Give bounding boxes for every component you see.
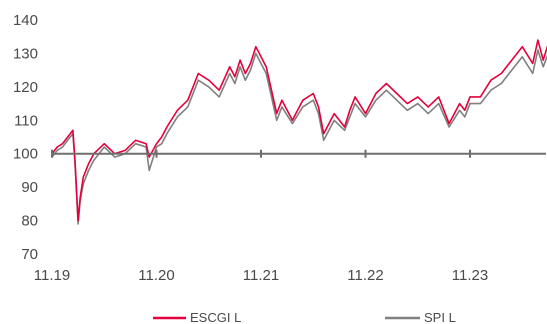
x-tick-label: 11.20 [138, 267, 174, 284]
y-tick-label: 70 [21, 246, 38, 263]
series-line [51, 49, 547, 225]
x-axis-tick-labels: 11.19 11.20 11.21 11.22 11.23 [34, 267, 488, 284]
series-line [51, 39, 547, 222]
legend-label: SPI L [424, 310, 456, 324]
x-tick-label: 11.19 [34, 267, 70, 284]
x-tick-label: 11.21 [243, 267, 279, 284]
legend: ESCGI L SPI L [153, 310, 456, 324]
y-tick-label: 130 [13, 45, 38, 62]
y-tick-label: 100 [13, 146, 38, 163]
x-tick-label: 11.22 [347, 267, 383, 284]
x-tick-label: 11.23 [452, 267, 488, 284]
y-tick-label: 90 [21, 179, 38, 196]
y-tick-label: 140 [13, 12, 38, 29]
legend-label: ESCGI L [190, 310, 241, 324]
series-lines [51, 39, 547, 225]
y-tick-label: 110 [14, 112, 38, 129]
y-axis-tick-labels: 70 80 90 100 110 120 130 140 [13, 12, 38, 263]
y-tick-label: 80 [21, 213, 38, 230]
y-tick-label: 120 [13, 79, 38, 96]
x-axis-tick-marks [51, 149, 471, 158]
